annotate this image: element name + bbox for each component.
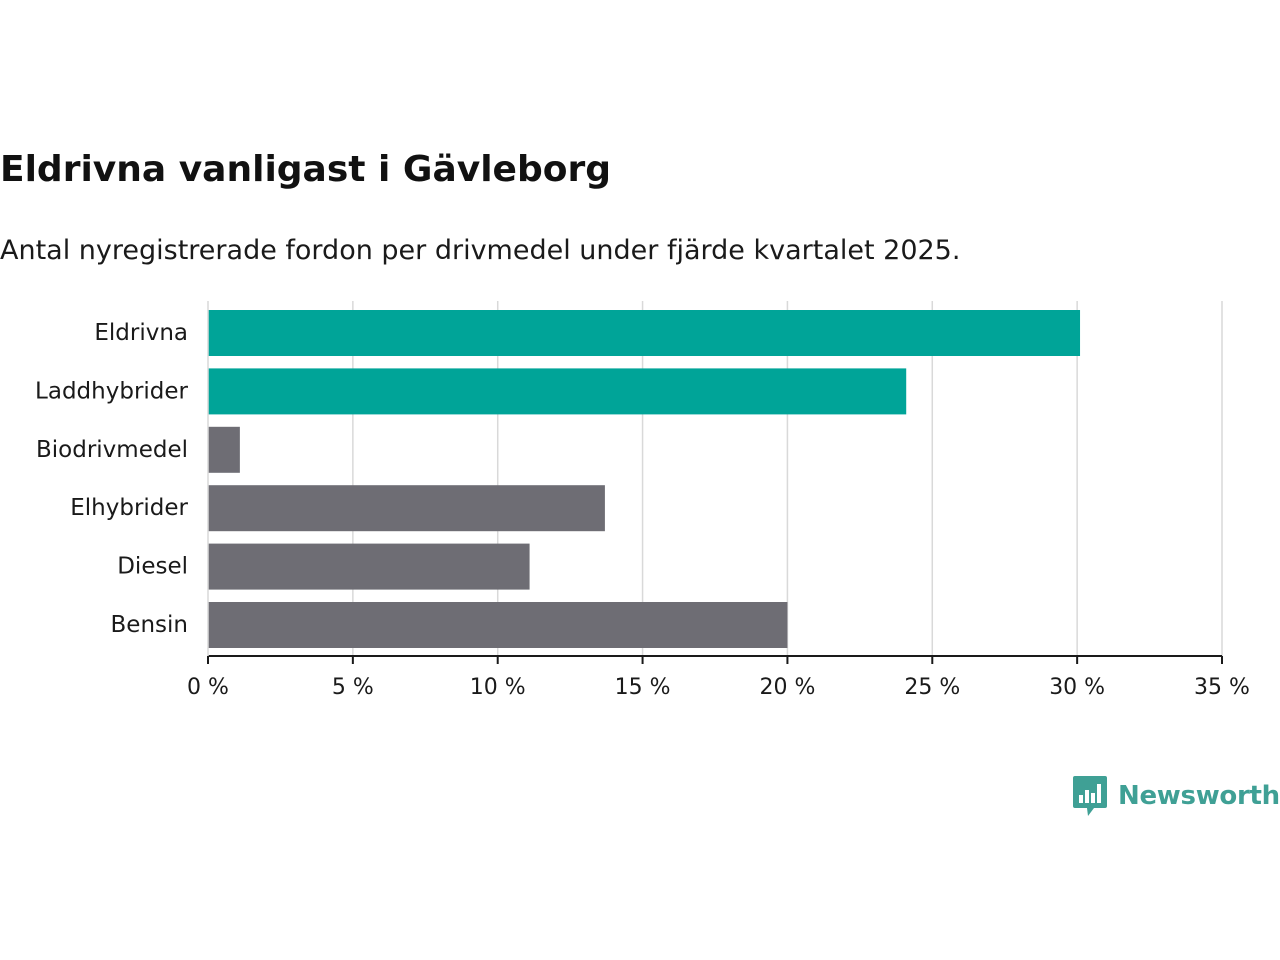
category-labels: Eldrivna Laddhybrider Biodrivmedel Elhybrid… <box>35 320 188 638</box>
x-tick-label: 25 % <box>904 675 960 700</box>
brand-name: Newsworthy <box>1118 781 1280 811</box>
category-label: Bensin <box>111 612 188 638</box>
x-tick-label: 30 % <box>1049 675 1105 700</box>
bars <box>208 310 1081 648</box>
x-tick-label: 15 % <box>615 675 671 700</box>
bar-chart-speech-bubble-icon <box>1073 776 1107 816</box>
x-axis: 0 % 5 % 10 % 15 % 20 % 25 % 30 % 35 % <box>187 301 1250 700</box>
bar-diesel <box>208 543 530 590</box>
chart-subtitle: Antal nyregistrerade fordon per drivmede… <box>0 235 961 266</box>
bar-bensin <box>208 602 788 648</box>
x-tick-label: 10 % <box>470 675 526 700</box>
category-label: Elhybrider <box>70 495 188 521</box>
category-label: Diesel <box>117 554 188 580</box>
chart-title: Eldrivna vanligast i Gävleborg <box>0 149 611 190</box>
bar-eldrivna <box>208 310 1081 356</box>
category-label: Biodrivmedel <box>36 437 188 463</box>
x-tick-label: 0 % <box>187 675 229 700</box>
bar-laddhybrider <box>208 368 907 415</box>
bar-biodrivmedel <box>208 426 240 473</box>
category-label: Eldrivna <box>94 320 188 346</box>
x-tick-label: 35 % <box>1194 675 1250 700</box>
x-tick-label: 20 % <box>759 675 815 700</box>
category-label: Laddhybrider <box>35 378 188 404</box>
gridlines <box>352 301 1223 656</box>
newsworthy-logo: Newsworthy <box>1072 774 1280 818</box>
x-tick-label: 5 % <box>332 675 374 700</box>
bar-elhybrider <box>208 485 605 532</box>
